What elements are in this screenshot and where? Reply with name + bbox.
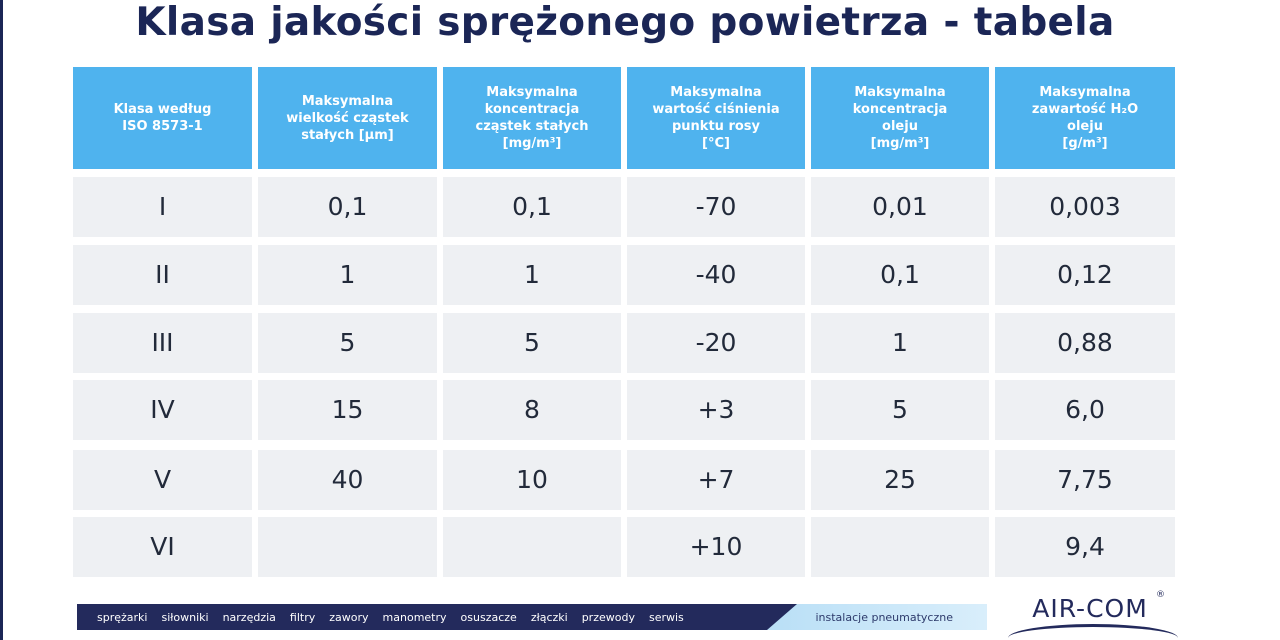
table-row: II 1 1 -40 0,1 0,12 bbox=[73, 245, 1175, 305]
header-water-content: Maksymalna zawartość H₂O oleju [g/m³] bbox=[995, 67, 1175, 169]
footer-banner: sprężarki siłowniki narzędzia filtry zaw… bbox=[77, 604, 987, 630]
table-cell: -70 bbox=[627, 177, 805, 237]
footer-item-przewody: przewody bbox=[581, 610, 635, 624]
logo-swoosh-icon bbox=[1008, 624, 1178, 638]
table-row: V 40 10 +7 25 7,75 bbox=[73, 450, 1175, 510]
table-cell: 0,88 bbox=[995, 313, 1175, 373]
header-particle-size: Maksymalna wielkość cząstek stałych [μm] bbox=[258, 67, 437, 169]
table-cell: 8 bbox=[443, 380, 621, 440]
footer-item-manometry: manometry bbox=[382, 610, 447, 624]
table-cell: I bbox=[73, 177, 252, 237]
table-cell: 9,4 bbox=[995, 517, 1175, 577]
table-row: IV 15 8 +3 5 6,0 bbox=[73, 380, 1175, 440]
table-cell: 5 bbox=[811, 380, 989, 440]
registered-mark: ® bbox=[1156, 590, 1165, 600]
footer-item-narzedzia: narzędzia bbox=[222, 610, 276, 624]
table-cell: IV bbox=[73, 380, 252, 440]
header-particle-concentration: Maksymalna koncentracja cząstek stałych … bbox=[443, 67, 621, 169]
footer-item-filtry: filtry bbox=[289, 610, 316, 624]
footer-item-zlaczki: złączki bbox=[530, 610, 568, 624]
table-cell: 0,1 bbox=[258, 177, 437, 237]
footer-item-silowniki: siłowniki bbox=[161, 610, 209, 624]
table-cell: +7 bbox=[627, 450, 805, 510]
header-oil-concentration: Maksymalna koncentracja oleju [mg/m³] bbox=[811, 67, 989, 169]
header-dew-point: Maksymalna wartość ciśnienia punktu rosy… bbox=[627, 67, 805, 169]
table-cell: -20 bbox=[627, 313, 805, 373]
table-cell: +3 bbox=[627, 380, 805, 440]
table-cell: II bbox=[73, 245, 252, 305]
footer-item-sprezarki: sprężarki bbox=[97, 610, 148, 624]
table-cell: 1 bbox=[258, 245, 437, 305]
table-cell: V bbox=[73, 450, 252, 510]
table-cell: 40 bbox=[258, 450, 437, 510]
table-cell bbox=[443, 517, 621, 577]
logo-text: AIR-COM bbox=[1032, 594, 1148, 623]
table-cell: 7,75 bbox=[995, 450, 1175, 510]
table-cell: 10 bbox=[443, 450, 621, 510]
table-row: I 0,1 0,1 -70 0,01 0,003 bbox=[73, 177, 1175, 237]
table-cell: 0,1 bbox=[443, 177, 621, 237]
footer-item-serwis: serwis bbox=[648, 610, 684, 624]
left-edge-line bbox=[0, 0, 3, 640]
page-title: Klasa jakości sprężonego powietrza - tab… bbox=[135, 0, 1115, 45]
table-cell: 25 bbox=[811, 450, 989, 510]
table-cell: 0,003 bbox=[995, 177, 1175, 237]
footer-highlight-text: instalacje pneumatyczne bbox=[815, 610, 953, 624]
header-iso-class: Klasa według ISO 8573-1 bbox=[73, 67, 252, 169]
footer-item-zawory: zawory bbox=[329, 610, 369, 624]
air-com-logo: AIR-COM ® bbox=[1000, 588, 1190, 640]
table-cell bbox=[811, 517, 989, 577]
table-cell: 0,12 bbox=[995, 245, 1175, 305]
footer-nav: sprężarki siłowniki narzędzia filtry zaw… bbox=[77, 604, 797, 630]
table-row: VI +10 9,4 bbox=[73, 517, 1175, 577]
table-row: III 5 5 -20 1 0,88 bbox=[73, 313, 1175, 373]
table-cell: III bbox=[73, 313, 252, 373]
table-cell: 6,0 bbox=[995, 380, 1175, 440]
table-cell bbox=[258, 517, 437, 577]
footer-highlight: instalacje pneumatyczne bbox=[767, 604, 987, 630]
table-cell: 15 bbox=[258, 380, 437, 440]
table-cell: 0,1 bbox=[811, 245, 989, 305]
table-cell: 0,01 bbox=[811, 177, 989, 237]
table-cell: VI bbox=[73, 517, 252, 577]
table-cell: 1 bbox=[811, 313, 989, 373]
table-cell: 5 bbox=[443, 313, 621, 373]
table-cell: +10 bbox=[627, 517, 805, 577]
table-cell: -40 bbox=[627, 245, 805, 305]
table-cell: 1 bbox=[443, 245, 621, 305]
table-cell: 5 bbox=[258, 313, 437, 373]
table-header-row: Klasa według ISO 8573-1 Maksymalna wielk… bbox=[73, 67, 1175, 169]
footer-item-osuszacze: osuszacze bbox=[460, 610, 517, 624]
